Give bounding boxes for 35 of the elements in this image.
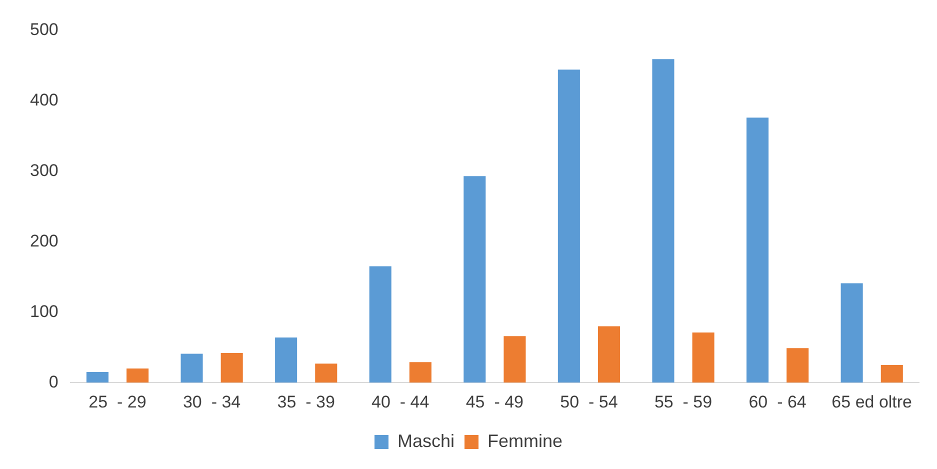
legend-label: Maschi: [397, 430, 454, 451]
bar: [126, 368, 149, 383]
bar: [880, 364, 903, 383]
y-tick-label: 200: [30, 231, 58, 250]
y-tick-label: 300: [30, 160, 58, 180]
bar: [746, 118, 769, 383]
x-tick-label: 50 - 54: [560, 392, 618, 412]
x-tick-label: 30 - 34: [182, 392, 241, 412]
bar: [652, 59, 674, 383]
bar: [692, 332, 714, 383]
bar: [558, 70, 580, 383]
x-tick-label: 55 - 59: [654, 392, 712, 412]
bar: [180, 354, 203, 383]
bar: [275, 337, 298, 383]
x-tick-label: 60 - 64: [748, 392, 806, 412]
x-tick-label: 45 - 49: [466, 392, 524, 412]
bar: [786, 348, 809, 383]
x-tick-label: 65 ed oltre: [832, 392, 912, 412]
x-tick-label: 40 - 44: [372, 392, 430, 412]
y-tick-label: 500: [30, 20, 58, 39]
bar: [409, 362, 432, 383]
bar: [464, 176, 486, 383]
bar: [220, 353, 243, 383]
bar: [86, 372, 108, 383]
x-tick-label: 25 - 29: [88, 392, 146, 412]
y-tick-label: 0: [48, 372, 58, 392]
y-tick-label: 400: [30, 90, 58, 110]
legend-label: Femmine: [488, 430, 563, 451]
bar: [840, 283, 863, 383]
x-tick-label: 35 - 39: [277, 392, 335, 412]
bar: [598, 326, 620, 383]
bar: [504, 336, 526, 383]
y-tick-label: 100: [30, 302, 58, 321]
bar: [369, 266, 392, 383]
bar: [315, 364, 338, 383]
